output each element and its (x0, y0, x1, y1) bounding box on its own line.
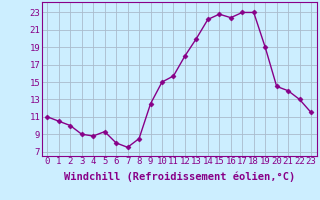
X-axis label: Windchill (Refroidissement éolien,°C): Windchill (Refroidissement éolien,°C) (64, 172, 295, 182)
